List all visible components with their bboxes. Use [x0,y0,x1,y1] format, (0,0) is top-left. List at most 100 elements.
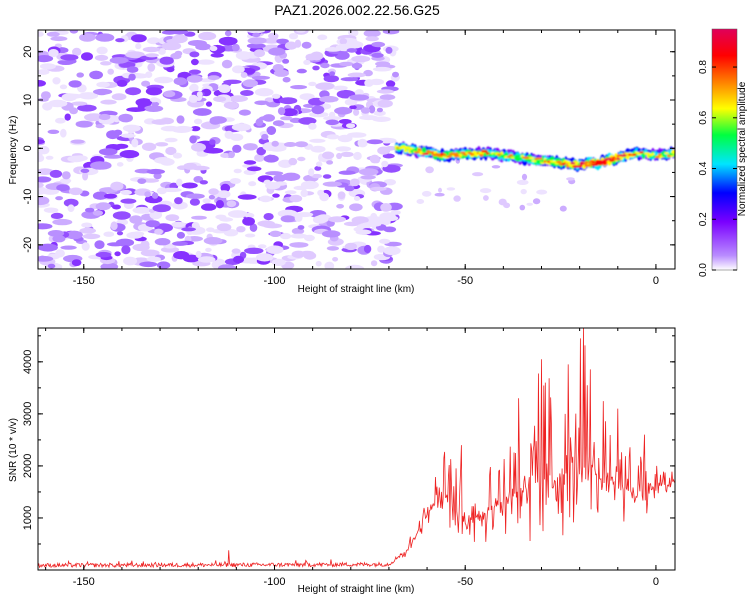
noise-blob [246,43,266,49]
noise-blob [364,79,374,87]
noise-blob [50,212,64,219]
noise-blob [329,71,336,76]
noise-blob [324,261,335,269]
signal-cell [556,160,562,164]
signal-cell [483,150,488,153]
noise-blob [145,87,163,96]
signal-cell [506,155,511,158]
noise-blob [298,117,317,125]
colorbar-frame [711,28,738,271]
spectrogram-plot-frame [37,29,676,270]
noise-blob [191,142,206,152]
noise-blob [264,97,275,103]
noise-blob [381,160,389,168]
noise-blob [290,85,308,90]
noise-blob [382,164,401,173]
noise-blob [181,182,198,189]
noise-blob [112,204,121,210]
noise-blob [351,55,371,63]
noise-blob [519,204,526,211]
noise-blob [189,135,197,144]
noise-blob [253,49,266,58]
noise-blob [297,156,306,162]
noise-blob [135,43,142,50]
noise-blob [116,231,124,236]
noise-blob [322,151,335,160]
noise-blob [218,36,238,46]
noise-blob [191,215,207,220]
noise-blob [38,196,50,206]
noise-blob [120,189,132,196]
noise-blob [203,147,224,154]
noise-blob [147,37,161,45]
noise-blob [84,113,104,122]
noise-blob [38,186,47,195]
noise-blob [186,75,203,83]
noise-blob [296,212,314,218]
colorbar-tick-label: 0.6 [698,110,709,124]
noise-blob [274,181,287,186]
colorbar-label: Normalized spectral amplitude [737,81,748,216]
noise-blob [272,193,280,198]
noise-blob [326,134,340,140]
noise-blob [121,245,131,255]
noise-blob [48,99,68,108]
spectrogram-x-axis: -150 -100 -50 0 [45,30,659,287]
noise-blob [173,251,190,260]
noise-blob [174,197,183,205]
noise-blob [156,187,167,195]
noise-blob [89,70,103,80]
noise-blob [299,93,315,101]
noise-blob [268,47,286,56]
noise-blob [337,134,353,143]
noise-blob [373,156,380,164]
noise-blob [310,145,326,153]
signal-cell [662,154,667,158]
signal-cell [637,152,642,156]
noise-blob [57,59,75,65]
noise-blob [132,206,152,214]
noise-blob [276,38,289,44]
noise-blob [79,33,96,42]
noise-blob [189,85,197,91]
noise-blob [322,174,332,179]
noise-blob [236,226,246,233]
noise-blob [196,91,203,98]
noise-blob [472,172,484,177]
signal-cell [412,148,418,151]
noise-blob [110,221,118,231]
noise-blob [305,53,317,61]
noise-blob [79,227,96,234]
noise-blob [284,41,298,50]
noise-blob [193,118,203,125]
noise-blob [73,155,88,162]
noise-blob [479,188,492,194]
signal-cell [666,154,671,157]
noise-blob [123,256,138,266]
noise-blob [282,76,291,83]
noise-blob [115,238,135,247]
noise-blob [266,245,284,254]
noise-blob [370,212,378,221]
noise-blob [271,140,279,147]
noise-blob [273,69,289,77]
noise-blob [289,194,303,203]
noise-blob [61,171,71,180]
noise-blob [141,142,157,151]
noise-blob [176,178,183,187]
noise-blob [203,237,223,245]
noise-blob [322,181,343,187]
noise-blob [146,256,161,262]
noise-blob [277,209,298,218]
noise-blob [446,187,456,191]
signal-cell [607,157,612,160]
noise-blob [81,222,93,228]
spectrogram-y-axis: -20 -10 0 10 20 [22,46,675,270]
noise-blob [244,247,264,254]
noise-blob [323,116,342,121]
noise-blob [153,172,162,180]
noise-blob [363,30,381,38]
noise-blob [145,53,159,58]
noise-blob [215,200,224,209]
noise-blob [280,116,293,121]
